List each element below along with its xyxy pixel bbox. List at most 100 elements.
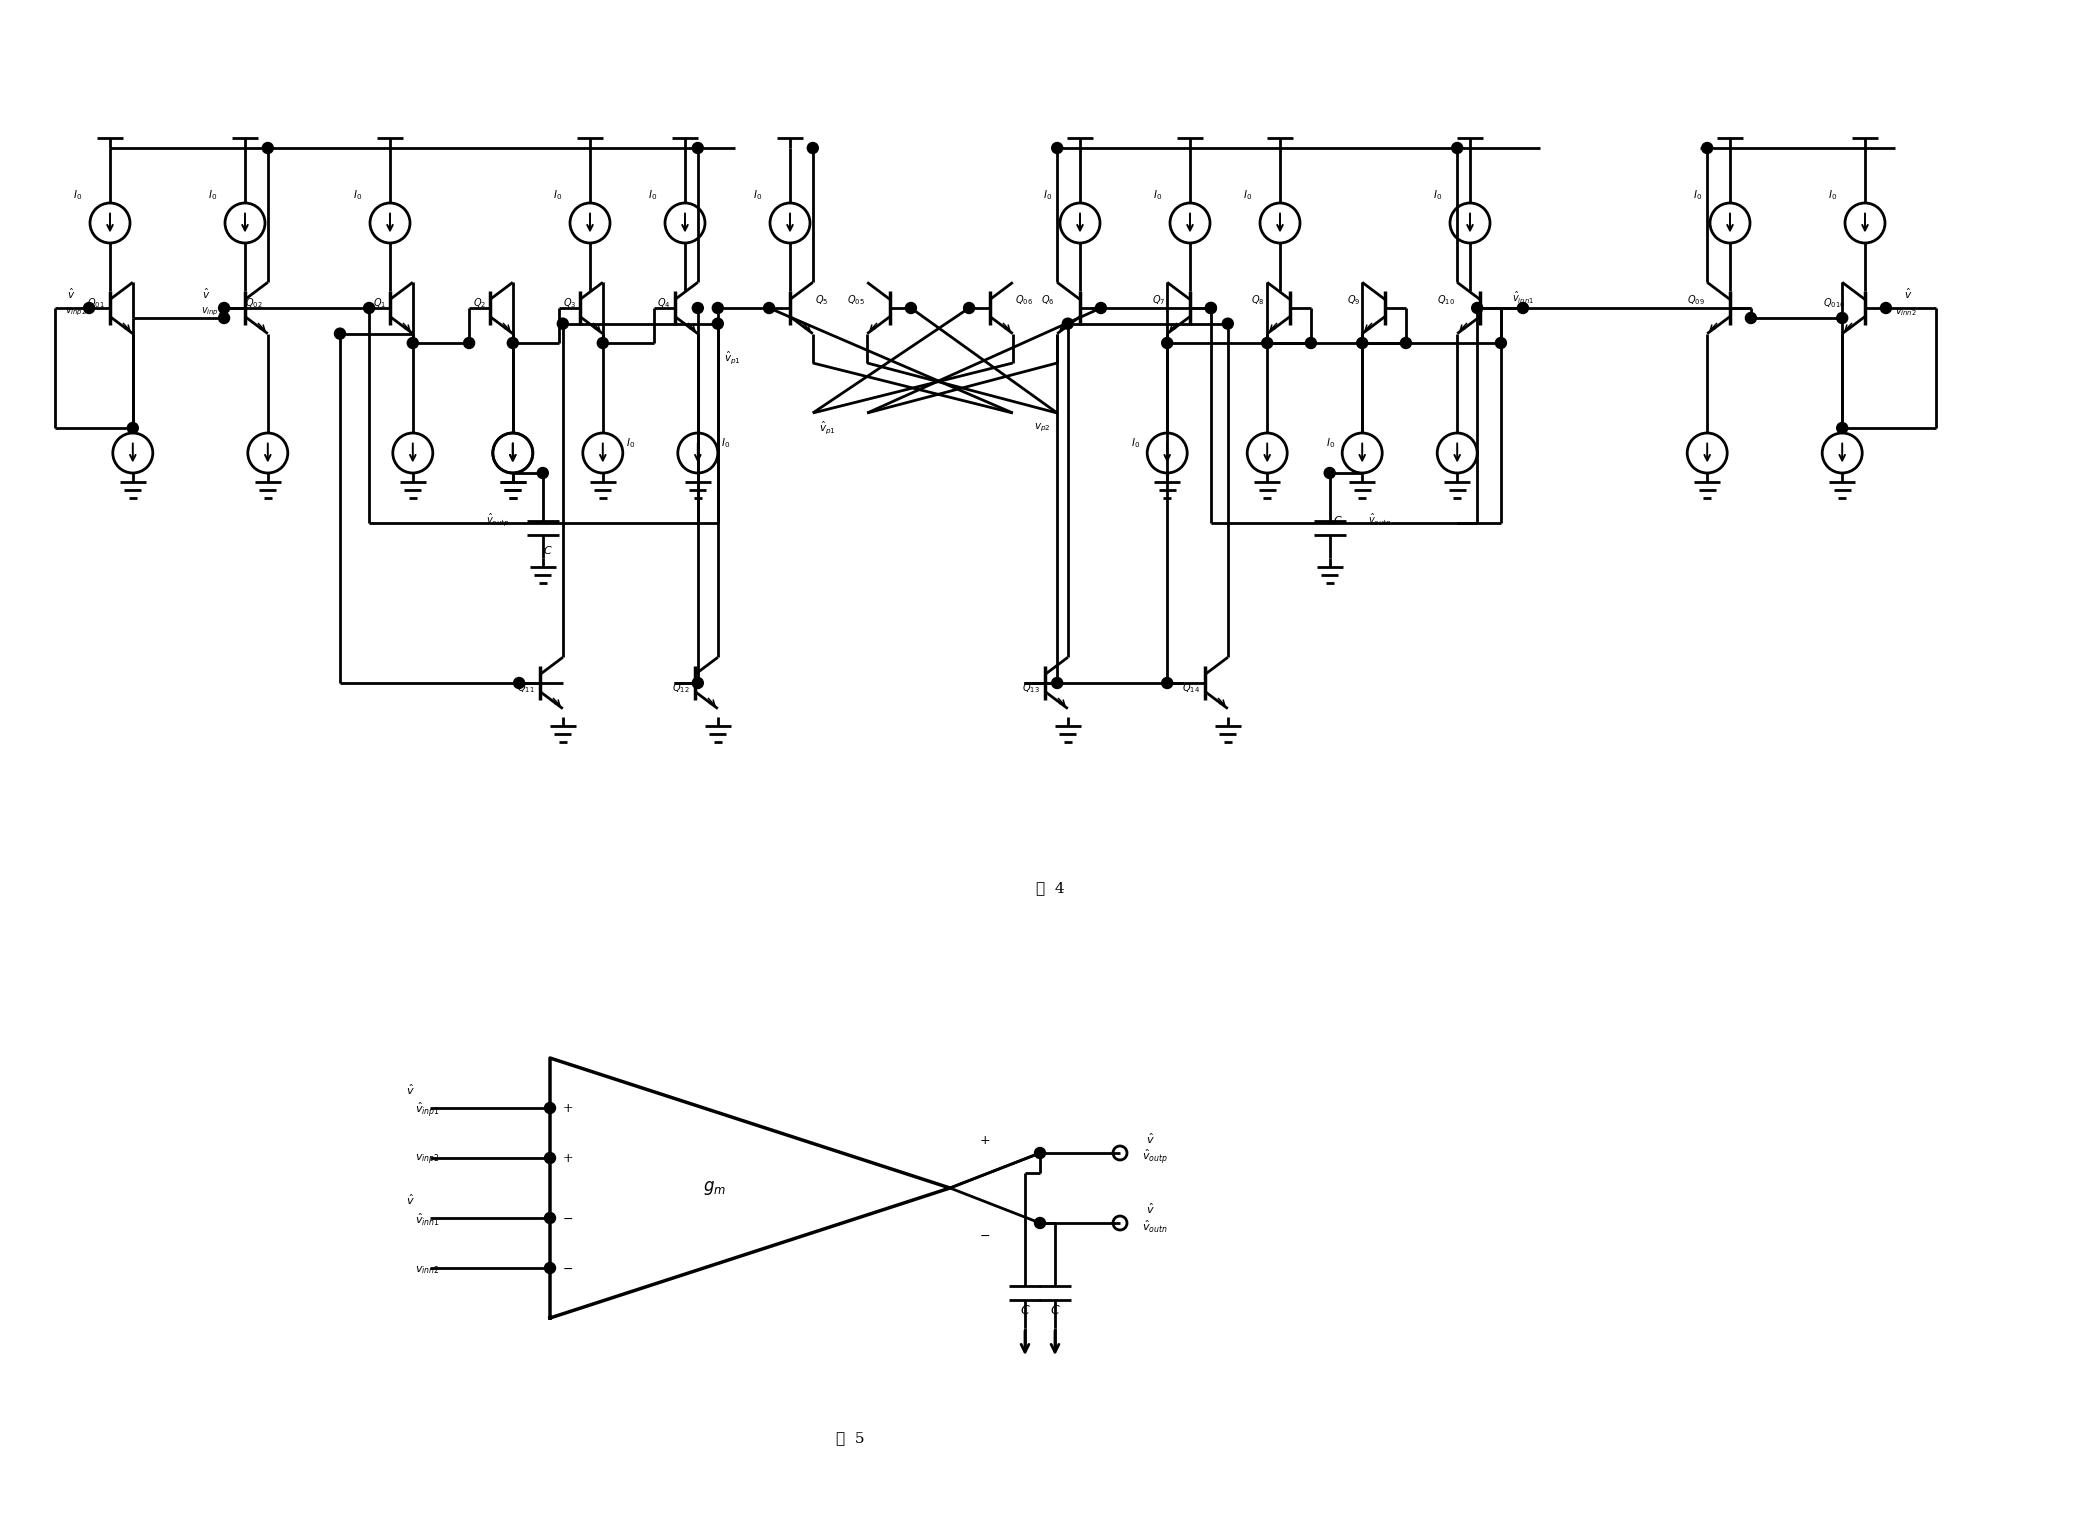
Text: $Q_7$: $Q_7$ — [1151, 294, 1165, 308]
Circle shape — [711, 303, 724, 314]
Circle shape — [1358, 337, 1368, 349]
Text: $C$: $C$ — [1050, 1304, 1061, 1318]
Text: $Q_3$: $Q_3$ — [563, 297, 575, 309]
Text: $Q_{14}$: $Q_{14}$ — [1182, 681, 1201, 695]
Text: $v_{inp1}$: $v_{inp1}$ — [201, 306, 224, 318]
Text: $\hat{v}_{outp}$: $\hat{v}_{outp}$ — [485, 512, 508, 529]
Circle shape — [218, 312, 230, 323]
Text: $\hat{v}_{inn1}$: $\hat{v}_{inn1}$ — [414, 1212, 439, 1229]
Circle shape — [1261, 337, 1272, 349]
Text: $\hat{v}_{outn}$: $\hat{v}_{outn}$ — [1142, 1220, 1167, 1235]
Circle shape — [408, 337, 418, 349]
Circle shape — [1452, 143, 1462, 154]
Text: $v_{inp2}$: $v_{inp2}$ — [414, 1154, 439, 1167]
Text: +: + — [563, 1101, 573, 1115]
Text: $\hat{v}_{outp}$: $\hat{v}_{outp}$ — [1142, 1147, 1167, 1166]
Circle shape — [1517, 303, 1529, 314]
Text: $I_0$: $I_0$ — [209, 188, 218, 201]
Circle shape — [1052, 143, 1063, 154]
Text: $I_0$: $I_0$ — [354, 188, 362, 201]
Text: $v_{p2}$: $v_{p2}$ — [1033, 421, 1050, 434]
Circle shape — [1052, 678, 1063, 689]
Text: $Q_9$: $Q_9$ — [1347, 294, 1360, 308]
Text: $I_0$: $I_0$ — [1130, 437, 1140, 451]
Circle shape — [1837, 312, 1847, 323]
Text: $\hat{v}_{outn}$: $\hat{v}_{outn}$ — [1368, 512, 1391, 528]
Circle shape — [692, 303, 703, 314]
Circle shape — [1036, 1147, 1046, 1158]
Text: $\hat{v}$: $\hat{v}$ — [67, 288, 75, 301]
Text: $I_0$: $I_0$ — [753, 188, 764, 201]
Text: $I_0$: $I_0$ — [1044, 188, 1052, 201]
Text: $I_0$: $I_0$ — [1153, 188, 1163, 201]
Circle shape — [764, 303, 774, 314]
Text: $Q_{01}$: $Q_{01}$ — [88, 297, 105, 309]
Text: $I_0$: $I_0$ — [649, 188, 657, 201]
Circle shape — [1324, 468, 1335, 478]
Circle shape — [906, 303, 916, 314]
Text: $v_{inp2}$: $v_{inp2}$ — [65, 306, 88, 318]
Text: $I_0$: $I_0$ — [1326, 437, 1335, 451]
Text: $-$: $-$ — [563, 1212, 573, 1224]
Text: $\hat{v}$: $\hat{v}$ — [406, 1193, 414, 1207]
Text: $Q_{13}$: $Q_{13}$ — [1023, 681, 1040, 695]
Circle shape — [1036, 1218, 1046, 1229]
Circle shape — [128, 423, 138, 434]
Circle shape — [1161, 678, 1174, 689]
Circle shape — [1205, 303, 1215, 314]
Text: +: + — [563, 1152, 573, 1164]
Text: $I_0$: $I_0$ — [1828, 188, 1837, 201]
Text: $Q_1$: $Q_1$ — [372, 297, 387, 309]
Circle shape — [544, 1152, 556, 1164]
Text: $\hat{v}$: $\hat{v}$ — [406, 1083, 414, 1097]
Text: $\hat{v}$: $\hat{v}$ — [1146, 1201, 1155, 1217]
Circle shape — [1701, 143, 1713, 154]
Text: $\hat{v}$: $\hat{v}$ — [1146, 1132, 1155, 1146]
Text: $Q_5$: $Q_5$ — [816, 294, 828, 308]
Circle shape — [1205, 303, 1215, 314]
Text: $I_0$: $I_0$ — [722, 437, 730, 451]
Circle shape — [544, 1103, 556, 1114]
Text: $-$: $-$ — [979, 1229, 992, 1241]
Circle shape — [692, 143, 703, 154]
Circle shape — [262, 143, 274, 154]
Text: $I_0$: $I_0$ — [1433, 188, 1443, 201]
Circle shape — [1161, 337, 1174, 349]
Text: $I_0$: $I_0$ — [1243, 188, 1253, 201]
Text: $Q_6$: $Q_6$ — [1042, 294, 1054, 308]
Text: 图  4: 图 4 — [1036, 881, 1065, 895]
Text: $I_0$: $I_0$ — [626, 437, 636, 451]
Circle shape — [692, 678, 703, 689]
Circle shape — [1222, 318, 1234, 329]
Text: $C$: $C$ — [544, 544, 552, 557]
Text: $Q_{05}$: $Q_{05}$ — [847, 294, 864, 308]
Circle shape — [1096, 303, 1107, 314]
Circle shape — [964, 303, 975, 314]
Text: $Q_{12}$: $Q_{12}$ — [672, 681, 690, 695]
Text: 图  5: 图 5 — [835, 1430, 864, 1446]
Text: $+$: $+$ — [979, 1135, 992, 1147]
Text: $I_0$: $I_0$ — [73, 188, 82, 201]
Text: $C$: $C$ — [1333, 514, 1343, 526]
Text: $Q_{11}$: $Q_{11}$ — [517, 681, 536, 695]
Text: $Q_4$: $Q_4$ — [657, 297, 672, 309]
Text: $\hat{v}$: $\hat{v}$ — [1904, 288, 1912, 301]
Circle shape — [335, 328, 345, 340]
Circle shape — [84, 303, 94, 314]
Circle shape — [1305, 337, 1316, 349]
Text: $\hat{v}_{inn1}$: $\hat{v}_{inn1}$ — [1513, 291, 1533, 306]
Circle shape — [711, 318, 724, 329]
Circle shape — [1496, 337, 1506, 349]
Text: $Q_2$: $Q_2$ — [473, 297, 485, 309]
Text: $v_{inn2}$: $v_{inn2}$ — [1895, 306, 1916, 318]
Circle shape — [808, 143, 818, 154]
Circle shape — [364, 303, 374, 314]
Circle shape — [544, 1212, 556, 1224]
Circle shape — [464, 337, 475, 349]
Circle shape — [1745, 312, 1757, 323]
Text: $Q_8$: $Q_8$ — [1251, 294, 1266, 308]
Circle shape — [218, 303, 230, 314]
Text: $v_{inn2}$: $v_{inn2}$ — [414, 1264, 439, 1277]
Text: $-$: $-$ — [563, 1261, 573, 1275]
Circle shape — [515, 678, 525, 689]
